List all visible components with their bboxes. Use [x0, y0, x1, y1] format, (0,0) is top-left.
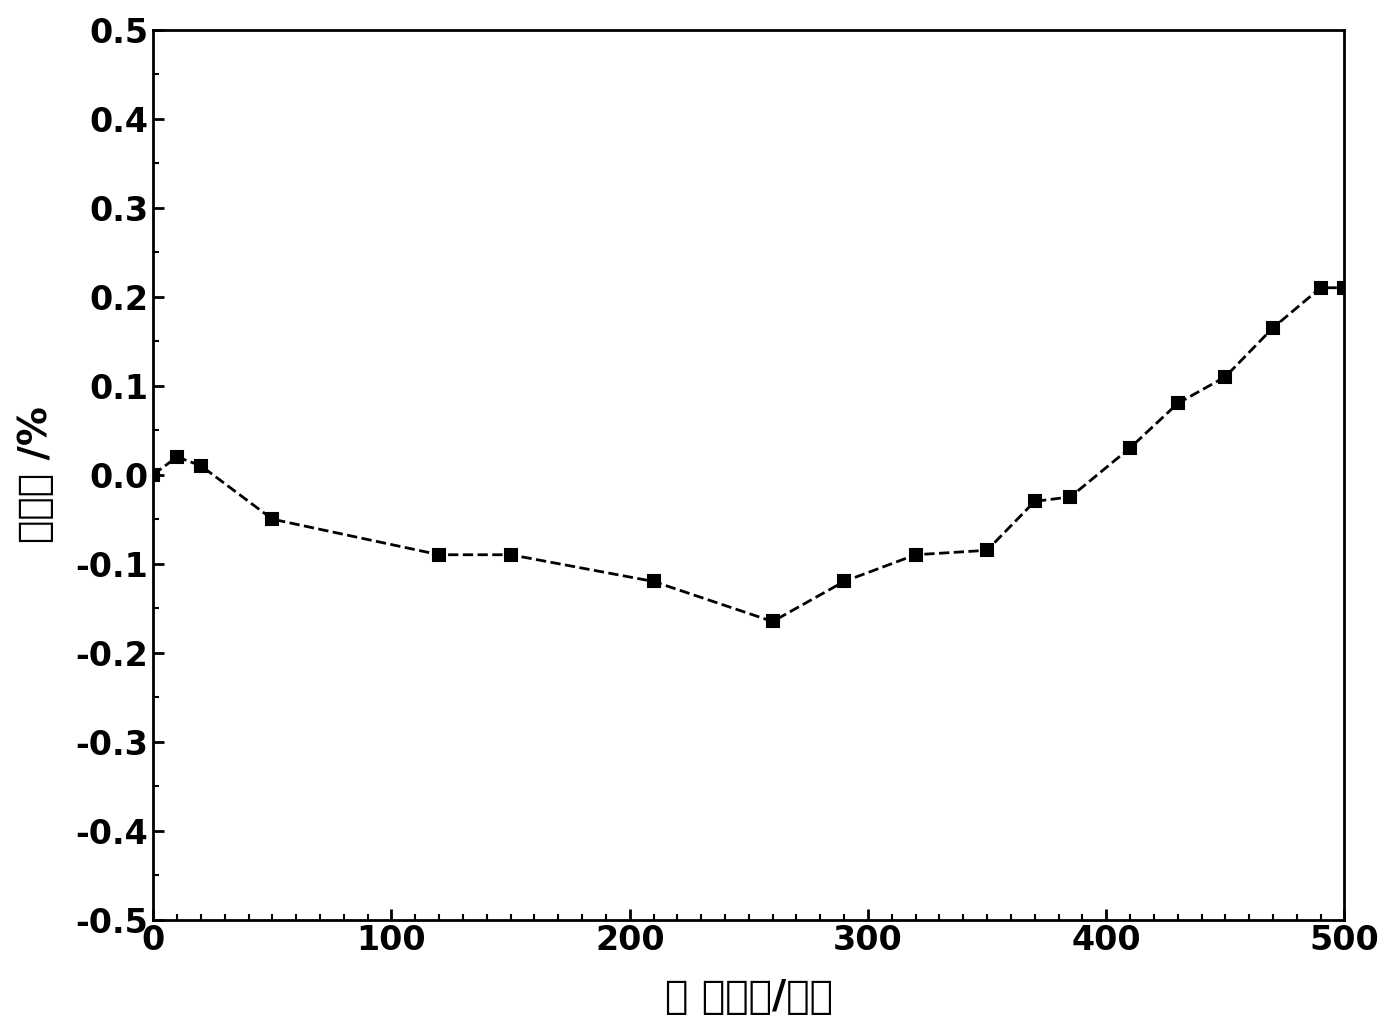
X-axis label: 氧 化时间/小时: 氧 化时间/小时 — [664, 978, 833, 1016]
Y-axis label: 失重率 /%: 失重率 /% — [17, 406, 54, 543]
